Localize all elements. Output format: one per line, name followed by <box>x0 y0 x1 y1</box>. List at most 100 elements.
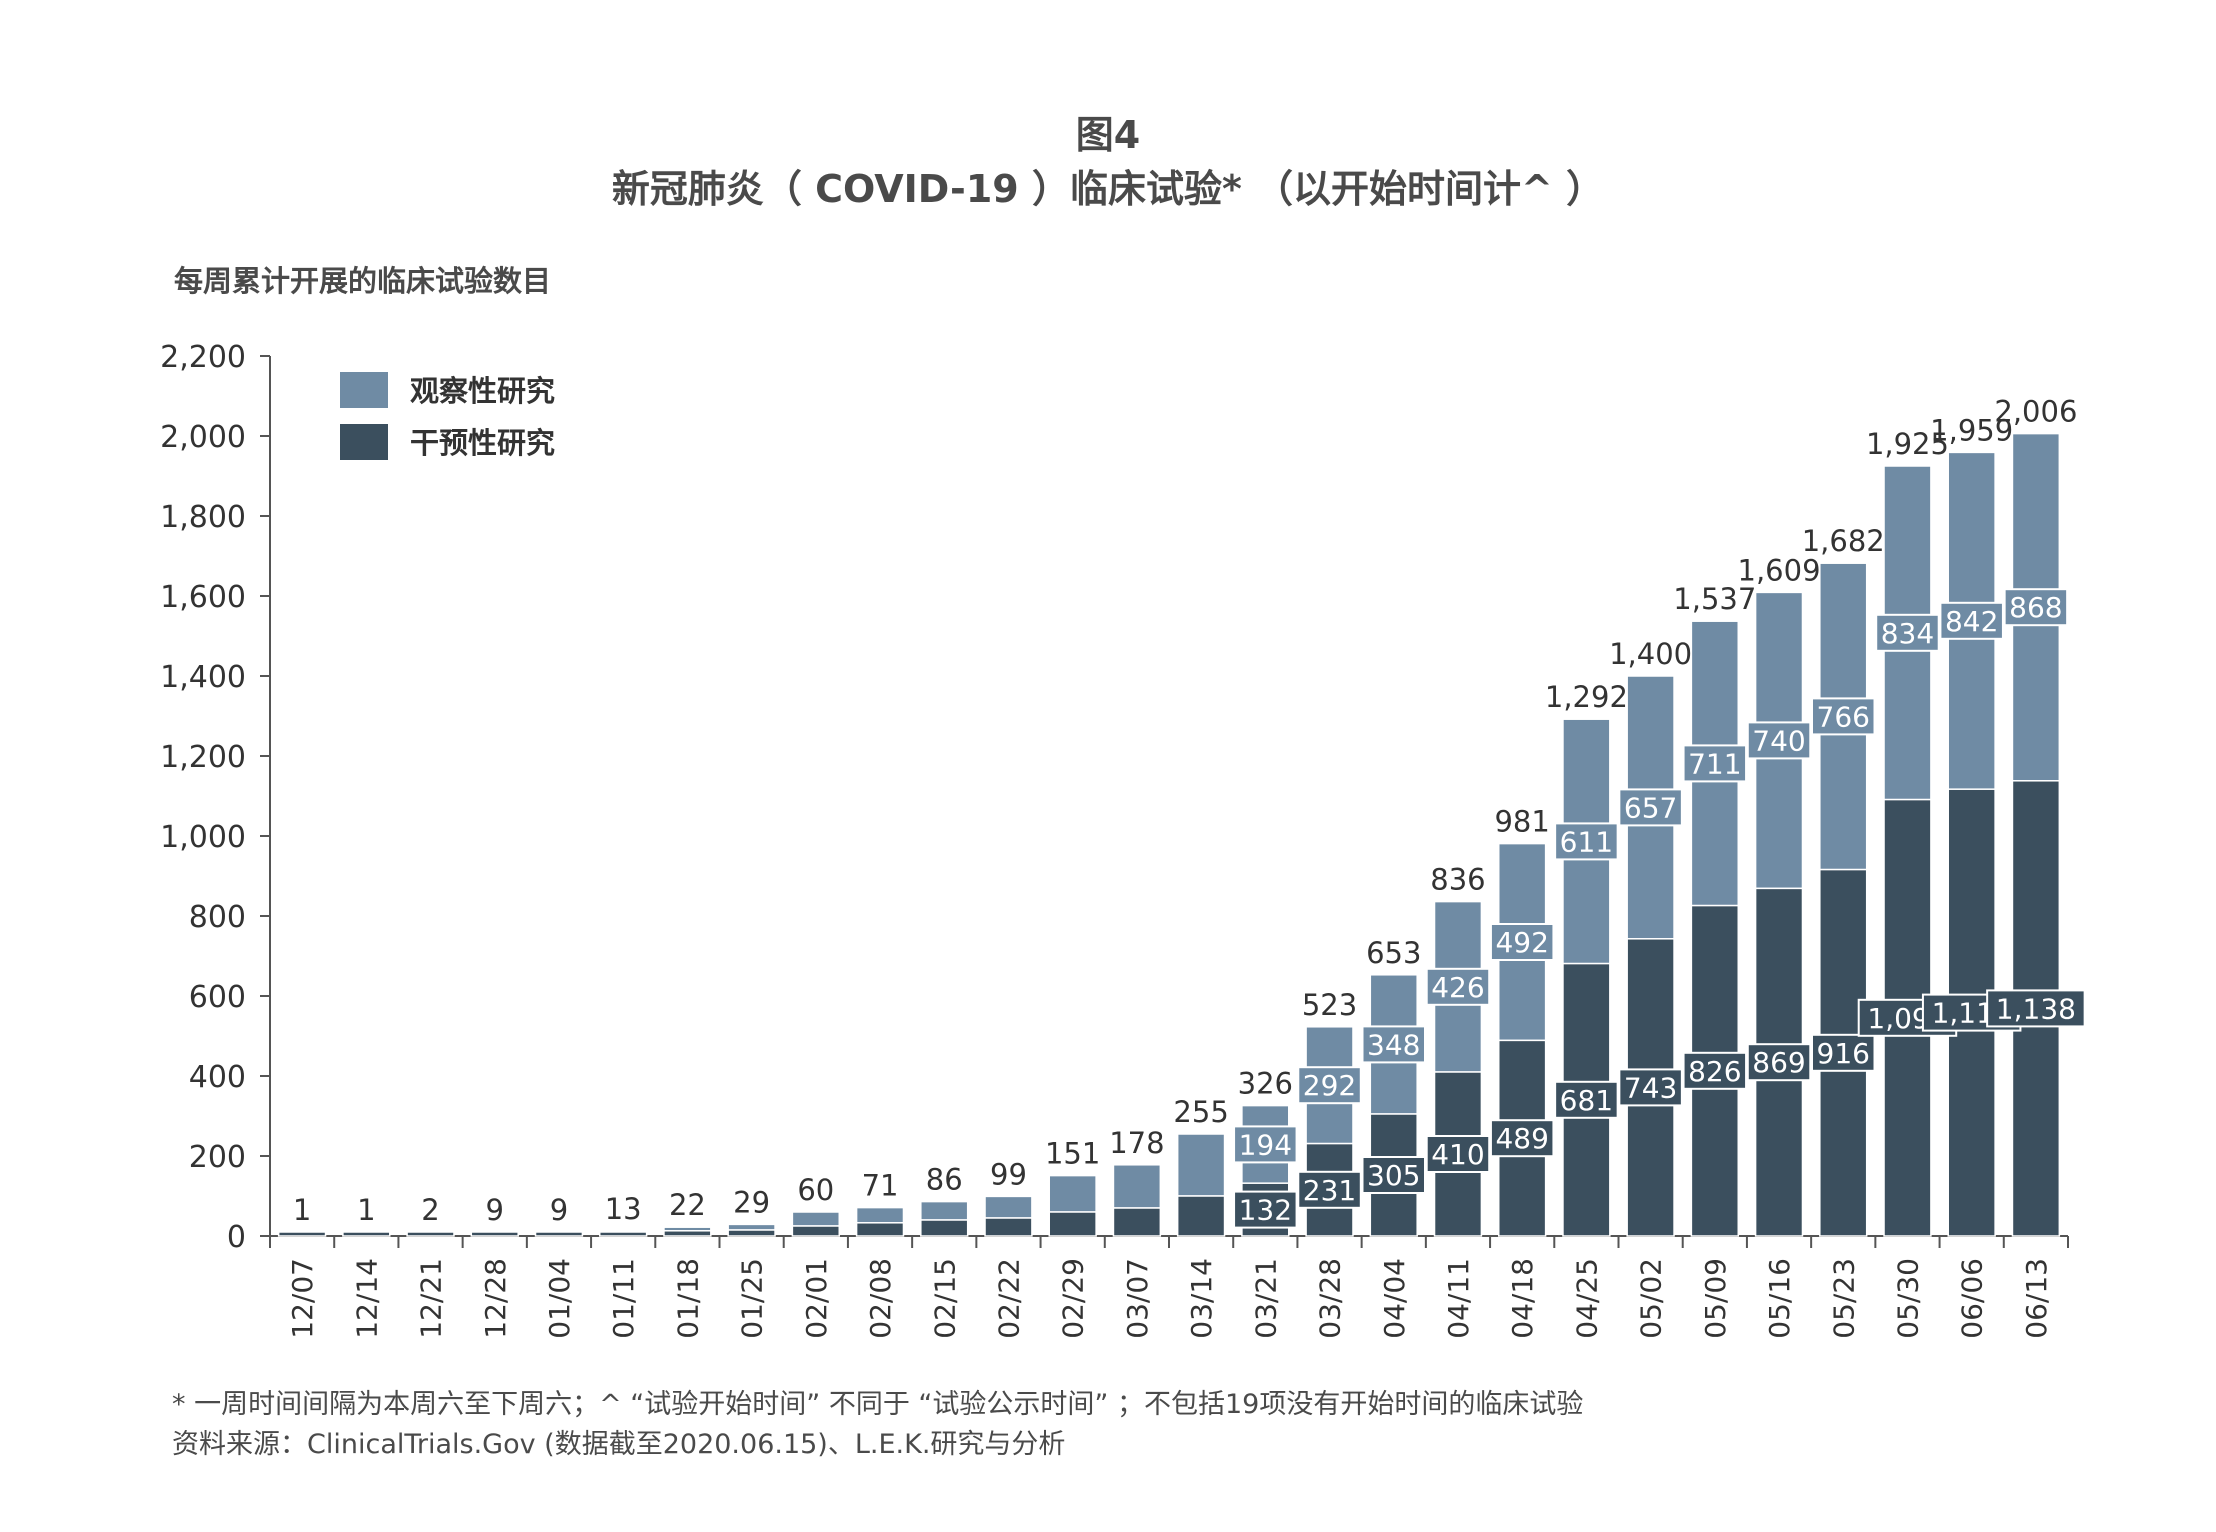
y-tick-label: 2,000 <box>160 420 246 455</box>
category-label: 02/29 <box>1057 1258 1090 1339</box>
observational-value-label: 868 <box>2009 591 2062 624</box>
category-label: 05/30 <box>1891 1258 1924 1339</box>
observational-value-label-box <box>1554 822 1619 861</box>
interventional-value-label-box <box>1811 1033 1876 1072</box>
bar-observational <box>855 1206 905 1224</box>
bar-interventional <box>727 1229 776 1237</box>
category-label: 01/25 <box>736 1258 769 1339</box>
footnote-source: 资料来源：ClinicalTrials.Gov (数据截至2020.06.15)… <box>172 1429 1066 1460</box>
total-label: 9 <box>550 1193 568 1227</box>
total-label: 22 <box>669 1188 706 1222</box>
y-tick-label: 1,600 <box>160 580 246 615</box>
observational-value-label: 348 <box>1367 1028 1420 1061</box>
observational-value-label: 740 <box>1752 724 1805 757</box>
total-label: 1,959 <box>1930 413 2013 447</box>
bar-interventional <box>277 1231 327 1237</box>
interventional-value-label-box <box>1682 1051 1748 1090</box>
legend-label: 观察性研究 <box>410 374 555 408</box>
bar-interventional <box>1176 1195 1226 1237</box>
observational-value-label: 292 <box>1303 1069 1356 1102</box>
category-label: 03/07 <box>1121 1258 1154 1339</box>
bar-interventional <box>406 1231 455 1237</box>
total-label: 1,292 <box>1545 680 1628 714</box>
total-label: 2,006 <box>1994 395 2077 429</box>
total-label: 71 <box>862 1169 899 1203</box>
total-label: 178 <box>1109 1126 1164 1160</box>
category-label: 02/22 <box>992 1258 1025 1339</box>
total-label: 86 <box>926 1163 963 1197</box>
category-label: 05/16 <box>1763 1258 1796 1339</box>
category-label: 05/02 <box>1635 1258 1668 1339</box>
bar-interventional <box>342 1231 391 1237</box>
total-label: 60 <box>797 1173 834 1207</box>
total-label: 1 <box>293 1193 311 1227</box>
category-label: 01/18 <box>671 1258 704 1339</box>
y-tick-label: 1,000 <box>160 820 246 855</box>
bar-observational <box>984 1195 1033 1219</box>
y-tick-label: 400 <box>189 1060 246 1095</box>
bar-observational <box>791 1211 841 1227</box>
observational-value-label: 711 <box>1688 747 1741 780</box>
interventional-value-label-box <box>1489 1119 1555 1158</box>
category-label: 04/11 <box>1442 1258 1475 1339</box>
category-label: 06/06 <box>1956 1258 1989 1339</box>
total-label: 653 <box>1366 936 1421 970</box>
interventional-value-label: 305 <box>1367 1159 1420 1192</box>
y-tick-label: 2,200 <box>160 340 246 375</box>
interventional-value-label: 231 <box>1303 1174 1356 1207</box>
bar-interventional <box>920 1219 969 1237</box>
bar-interventional <box>534 1231 584 1237</box>
interventional-value-label: 681 <box>1560 1084 1613 1117</box>
interventional-value-label: 826 <box>1688 1055 1741 1088</box>
observational-value-label-box <box>1875 613 1940 652</box>
category-label: 02/08 <box>864 1258 897 1339</box>
category-label: 03/21 <box>1249 1258 1282 1339</box>
total-label: 99 <box>990 1157 1027 1191</box>
total-label: 1 <box>357 1193 375 1227</box>
total-label: 13 <box>605 1192 642 1226</box>
total-label: 1,400 <box>1609 637 1692 671</box>
observational-value-label-box <box>1489 923 1555 961</box>
interventional-value-label: 410 <box>1431 1138 1484 1171</box>
y-tick-label: 1,400 <box>160 660 246 695</box>
y-tick-label: 1,200 <box>160 740 246 775</box>
interventional-value-label-box <box>1986 989 2086 1028</box>
total-label: 9 <box>486 1193 504 1227</box>
legend-swatch <box>340 424 388 460</box>
category-label: 06/13 <box>2020 1258 2053 1339</box>
interventional-value-label-box <box>1233 1190 1298 1229</box>
category-label: 12/07 <box>286 1258 319 1339</box>
interventional-value-label-box <box>1746 1043 1812 1082</box>
category-label: 05/09 <box>1699 1258 1732 1339</box>
total-label: 29 <box>733 1185 770 1219</box>
interventional-value-label-box <box>1554 1080 1619 1119</box>
figure-number: 图4 <box>1075 113 1141 157</box>
total-label: 836 <box>1430 863 1485 897</box>
observational-value-label: 611 <box>1560 825 1613 858</box>
chart-title: 新冠肺炎（ COVID-19 ）临床试验* （以开始时间计^ ） <box>611 167 1605 211</box>
observational-value-label: 834 <box>1881 617 1934 650</box>
total-label: 326 <box>1238 1067 1293 1101</box>
observational-value-label-box <box>1811 697 1876 736</box>
observational-value-label-box <box>1618 788 1683 827</box>
interventional-value-label: 743 <box>1624 1071 1677 1104</box>
y-axis-title: 每周累计开展的临床试验数目 <box>174 264 552 298</box>
legend-label: 干预性研究 <box>410 426 555 460</box>
interventional-value-label: 1,138 <box>1996 992 2076 1025</box>
interventional-value-label: 916 <box>1817 1037 1870 1070</box>
observational-value-label-box <box>1297 1066 1362 1105</box>
y-tick-label: 0 <box>227 1220 246 1255</box>
observational-value-label-box <box>1425 967 1491 1006</box>
total-label: 151 <box>1045 1137 1100 1171</box>
bar-interventional <box>598 1231 648 1237</box>
category-label: 03/28 <box>1314 1258 1347 1339</box>
y-tick-label: 200 <box>189 1140 246 1175</box>
category-label: 12/28 <box>479 1258 512 1339</box>
interventional-value-label-box <box>1425 1135 1491 1173</box>
observational-value-label: 842 <box>1945 605 1998 638</box>
bar-interventional <box>470 1231 519 1237</box>
bar-interventional <box>984 1217 1033 1237</box>
category-label: 02/15 <box>928 1258 961 1339</box>
bar-observational <box>1176 1133 1226 1197</box>
